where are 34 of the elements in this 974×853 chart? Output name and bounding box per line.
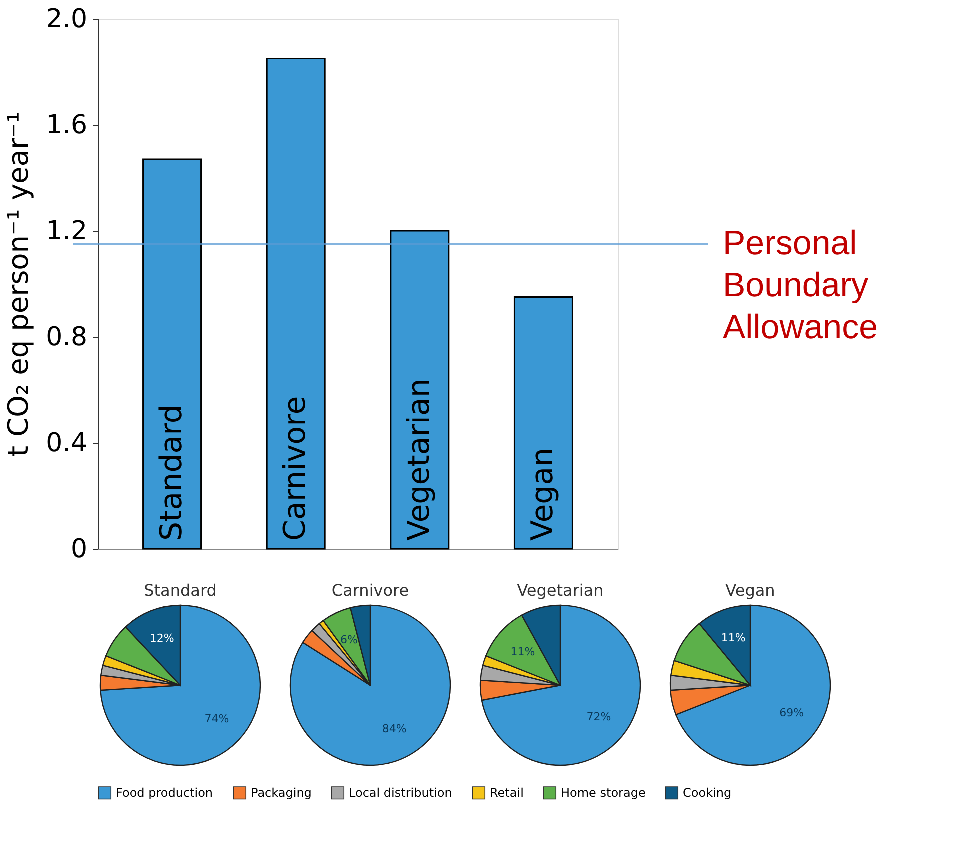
slice-label: Vegetarian bbox=[517, 581, 604, 600]
data-label: 84% bbox=[382, 722, 407, 736]
legend-label: Home storage bbox=[561, 786, 646, 800]
y-tick-label: 0 bbox=[70, 534, 88, 564]
y-axis-title: t CO₂ eq person⁻¹ year⁻¹ bbox=[2, 112, 36, 457]
legend-label: Cooking bbox=[683, 786, 732, 800]
data-label: 11% bbox=[721, 631, 746, 644]
data-label: 12% bbox=[150, 632, 174, 646]
legend-label: Food production bbox=[116, 786, 214, 800]
legend-label: Retail bbox=[490, 786, 524, 800]
data-label: 69% bbox=[780, 706, 804, 720]
y-tick-label: 2.0 bbox=[46, 4, 88, 34]
y-tick-label: 0.4 bbox=[46, 428, 88, 458]
bar bbox=[142, 158, 202, 550]
y-tick-label: 0.8 bbox=[46, 322, 88, 352]
bar bbox=[266, 58, 326, 550]
category-label: Vegan bbox=[526, 448, 561, 541]
data-label: 11% bbox=[510, 645, 536, 658]
ref-line-label: Personal Boundary Allowance bbox=[723, 224, 878, 346]
category-label: Standard bbox=[154, 404, 190, 541]
legend-label: Packaging bbox=[251, 786, 312, 800]
data-label: 72% bbox=[586, 710, 612, 724]
y-tick-label: 1.6 bbox=[46, 110, 88, 140]
data-label: 6% bbox=[340, 633, 358, 646]
category-label: Vegetarian bbox=[402, 378, 437, 541]
bar bbox=[514, 296, 574, 550]
bar bbox=[390, 230, 450, 550]
slice-label: Carnivore bbox=[332, 581, 410, 600]
legend-label: Local distribution bbox=[349, 786, 452, 800]
category-label: Carnivore bbox=[278, 396, 314, 541]
slice-label: Vegan bbox=[726, 581, 776, 600]
slice-label: Standard bbox=[144, 581, 217, 600]
data-label: 74% bbox=[204, 712, 230, 726]
y-tick-label: 1.2 bbox=[46, 216, 88, 246]
